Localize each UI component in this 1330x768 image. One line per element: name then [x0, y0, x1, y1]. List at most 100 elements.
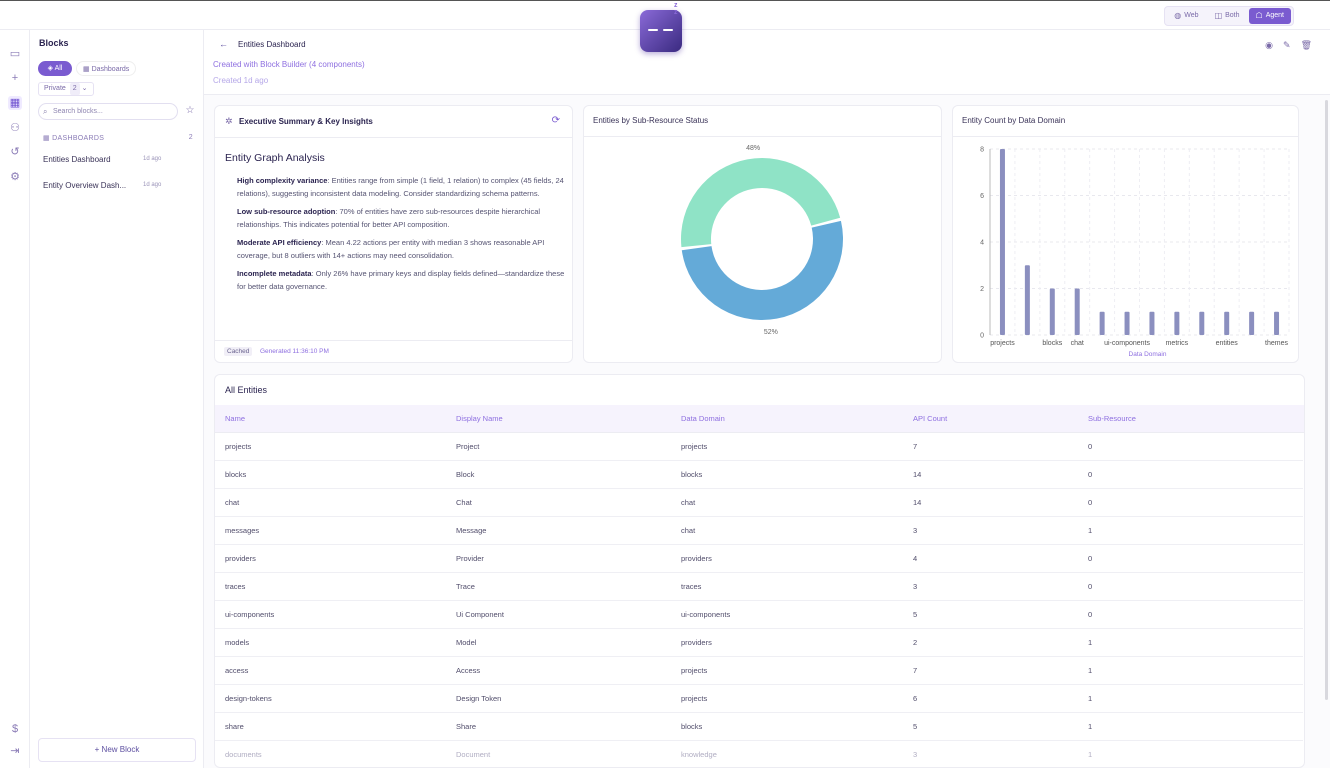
dollar-icon[interactable]: $ — [11, 723, 19, 735]
column-header-sub-resource[interactable]: Sub-Resource — [1088, 414, 1136, 423]
search-input[interactable]: ⌕ Search blocks... — [38, 103, 178, 120]
bar[interactable] — [1149, 311, 1155, 335]
cell-api-count: 3 — [913, 750, 918, 759]
logo-eye-left — [648, 29, 658, 31]
filter-all-button[interactable]: ◈ All — [38, 61, 72, 76]
visibility-select[interactable]: Private 2 ⌄ — [38, 82, 94, 96]
sidebar-item-entities-dashboard[interactable]: Entities Dashboard 1d ago — [43, 155, 162, 164]
cell-api-count: 3 — [913, 582, 918, 591]
x-tick-label: themes — [1265, 340, 1288, 347]
page-header: ← Entities Dashboard Created with Block … — [204, 30, 1330, 95]
cell-data-domain: projects — [681, 666, 708, 675]
filter-dashboards-button[interactable]: ▦ Dashboards — [76, 61, 137, 76]
chevron-down-icon: ⌄ — [81, 85, 88, 92]
table-row[interactable]: chat Chat chat 14 0 — [215, 489, 1303, 517]
x-tick-label: blocks — [1042, 340, 1062, 347]
back-arrow-icon[interactable]: ← — [219, 39, 228, 49]
entities-table-card: All Entities Name Display Name Data Doma… — [214, 374, 1305, 768]
trash-icon[interactable]: 🗑︎ — [1300, 40, 1312, 50]
table-row[interactable]: documents Document knowledge 3 1 — [215, 741, 1303, 767]
blocks-icon[interactable]: ▦ — [8, 96, 22, 110]
bar[interactable] — [1249, 311, 1255, 335]
y-tick-label: 6 — [980, 193, 984, 200]
chat-icon[interactable]: ▭ — [9, 48, 21, 60]
cell-display-name: Document — [456, 750, 491, 759]
table-row[interactable]: projects Project projects 7 0 — [215, 433, 1303, 461]
gear-icon[interactable]: ⚙ — [10, 171, 20, 183]
bar[interactable] — [1049, 288, 1055, 336]
refresh-icon[interactable]: ⟳ — [551, 115, 560, 126]
donut-slice[interactable] — [681, 220, 843, 320]
cell-api-count: 7 — [913, 442, 918, 451]
cell-name: access — [225, 666, 249, 675]
donut-slice[interactable] — [681, 158, 841, 248]
bar[interactable] — [1074, 288, 1080, 336]
table-row[interactable]: blocks Block blocks 14 0 — [215, 461, 1303, 489]
slice-label: 52% — [764, 329, 778, 336]
cached-badge: Cached — [224, 347, 253, 356]
column-header-api-count[interactable]: API Count — [913, 414, 948, 423]
globe-icon: ◍ — [1174, 11, 1182, 20]
column-header-data-domain[interactable]: Data Domain — [681, 414, 725, 423]
cell-data-domain: projects — [681, 442, 708, 451]
eye-icon[interactable]: ◉ — [1265, 40, 1274, 50]
table-row[interactable]: design-tokens Design Token projects 6 1 — [215, 685, 1303, 713]
layers-icon: ◈ — [47, 65, 55, 72]
cell-sub-resource: 1 — [1088, 694, 1093, 703]
star-icon[interactable]: ☆ — [185, 105, 195, 116]
sidebar-item-entity-overview[interactable]: Entity Overview Dash... 1d ago — [43, 181, 162, 190]
cell-display-name: Model — [456, 638, 477, 647]
cell-api-count: 3 — [913, 526, 918, 535]
table-row[interactable]: ui-components Ui Component ui-components 5 0 — [215, 601, 1303, 629]
table-row[interactable]: share Share blocks 5 1 — [215, 713, 1303, 741]
cell-sub-resource: 0 — [1088, 554, 1093, 563]
cell-name: ui-components — [225, 610, 275, 619]
bar[interactable] — [1274, 311, 1280, 335]
table-row[interactable]: traces Trace traces 3 0 — [215, 573, 1303, 601]
graph-icon[interactable]: ⚇ — [10, 122, 20, 134]
plus-icon: + — [94, 745, 102, 754]
cell-name: messages — [225, 526, 260, 535]
cell-data-domain: projects — [681, 694, 708, 703]
bar[interactable] — [1099, 311, 1105, 335]
created-time: Created 1d ago — [213, 76, 269, 85]
plus-icon[interactable]: + — [11, 72, 19, 84]
bar[interactable] — [1174, 311, 1180, 335]
cell-data-domain: providers — [681, 554, 712, 563]
table-row[interactable]: providers Provider providers 4 0 — [215, 545, 1303, 573]
column-header-name[interactable]: Name — [225, 414, 246, 423]
mode-agent-button[interactable]: ☖ Agent — [1248, 8, 1291, 24]
cell-name: models — [225, 638, 250, 647]
table-title: All Entities — [225, 385, 268, 395]
bar[interactable] — [1124, 311, 1130, 335]
column-header-display-name[interactable]: Display Name — [456, 414, 503, 423]
x-tick-label: projects — [990, 340, 1015, 347]
table-row[interactable]: models Model providers 2 1 — [215, 629, 1303, 657]
bar[interactable] — [1024, 265, 1030, 335]
cell-api-count: 7 — [913, 666, 918, 675]
new-block-button[interactable]: + New Block — [38, 738, 196, 762]
history-icon[interactable]: ↺ — [10, 146, 20, 158]
y-tick-label: 0 — [980, 333, 984, 340]
dashboards-section-header[interactable]: ▦ DASHBOARDS 2 — [43, 134, 193, 142]
expand-panel-icon[interactable]: ⇥ — [10, 745, 20, 757]
table-scrollbar[interactable] — [1304, 408, 1305, 663]
cell-api-count: 5 — [913, 610, 918, 619]
bar[interactable] — [1199, 311, 1205, 335]
mode-both-button[interactable]: ◫ Both — [1208, 8, 1247, 24]
cell-sub-resource: 0 — [1088, 498, 1093, 507]
cell-display-name: Project — [456, 442, 480, 451]
x-tick-label: ui-components — [1104, 340, 1150, 347]
cell-display-name: Trace — [456, 582, 475, 591]
sleep-z-icon: z z — [674, 2, 679, 16]
bar[interactable] — [1224, 311, 1230, 335]
x-tick-label: metrics — [1166, 340, 1189, 347]
page-scrollbar[interactable] — [1325, 100, 1328, 700]
table-row[interactable]: messages Message chat 3 1 — [215, 517, 1303, 545]
bar[interactable] — [999, 149, 1005, 335]
page-subtitle: Created with Block Builder (4 components… — [213, 60, 365, 69]
pencil-icon[interactable]: ✎ — [1283, 40, 1291, 50]
mode-web-button[interactable]: ◍ Web — [1167, 8, 1205, 24]
table-row[interactable]: access Access projects 7 1 — [215, 657, 1303, 685]
cell-name: chat — [225, 498, 240, 507]
